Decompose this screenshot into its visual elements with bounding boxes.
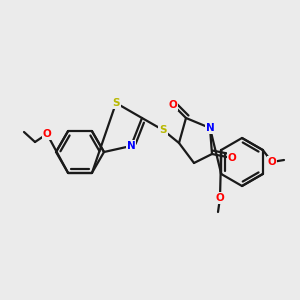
Text: O: O — [268, 157, 276, 167]
Text: N: N — [206, 123, 214, 133]
Text: N: N — [127, 141, 135, 151]
Text: O: O — [228, 153, 236, 163]
Text: S: S — [112, 98, 120, 108]
Text: O: O — [216, 193, 224, 203]
Text: O: O — [169, 100, 177, 110]
Text: O: O — [43, 129, 51, 139]
Text: S: S — [159, 125, 167, 135]
